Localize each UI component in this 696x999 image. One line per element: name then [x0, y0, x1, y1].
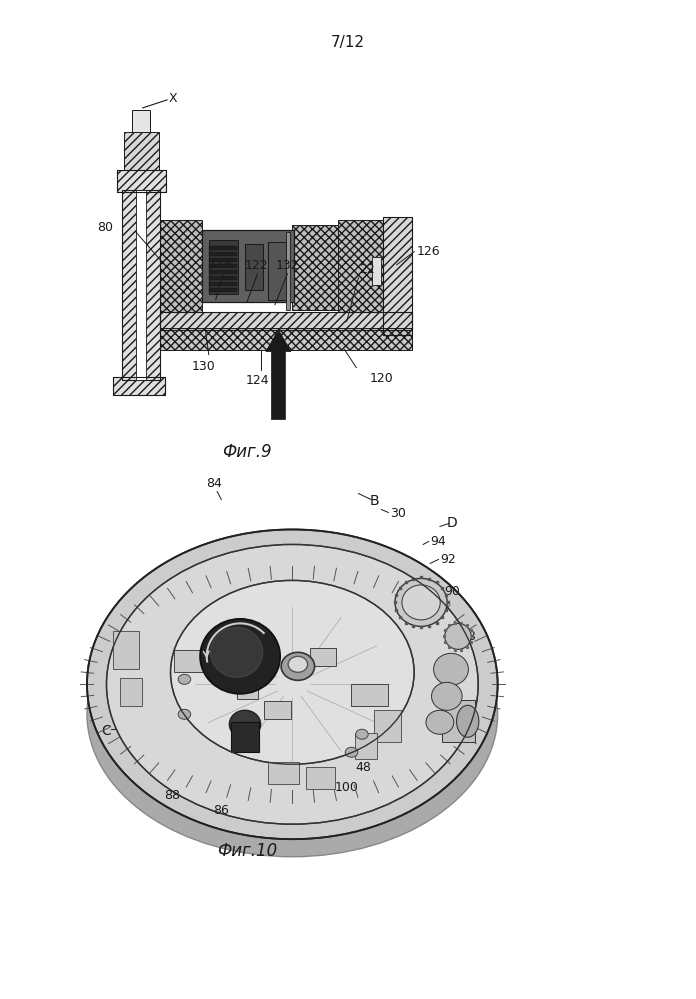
Bar	[268, 242, 286, 300]
Bar	[351, 684, 388, 706]
Ellipse shape	[178, 674, 191, 684]
Text: X: X	[168, 92, 177, 106]
Ellipse shape	[402, 584, 441, 619]
Text: 7/12: 7/12	[331, 35, 365, 50]
Ellipse shape	[229, 710, 260, 738]
Ellipse shape	[345, 747, 358, 757]
Text: 132: 132	[276, 259, 299, 272]
Ellipse shape	[178, 709, 191, 719]
Bar	[286, 232, 290, 310]
Text: Фиг.10: Фиг.10	[217, 842, 277, 860]
Ellipse shape	[171, 580, 414, 764]
Text: 126: 126	[416, 245, 440, 259]
Text: 90: 90	[444, 584, 460, 598]
Bar	[174, 650, 214, 672]
Text: 30: 30	[390, 506, 406, 520]
Text: 86: 86	[214, 804, 229, 817]
Ellipse shape	[87, 571, 498, 857]
Bar	[264, 701, 291, 719]
Bar	[292, 225, 338, 310]
Bar	[383, 217, 412, 335]
Text: 48: 48	[356, 761, 371, 774]
Bar	[442, 700, 475, 742]
Ellipse shape	[87, 529, 498, 839]
Bar	[209, 270, 237, 274]
Bar	[124, 132, 159, 170]
Bar	[122, 190, 160, 380]
Bar	[120, 678, 142, 706]
Text: 94: 94	[430, 534, 446, 548]
Bar	[209, 264, 237, 268]
Ellipse shape	[426, 710, 454, 734]
Bar	[209, 246, 237, 250]
Text: 130: 130	[191, 360, 215, 373]
Bar	[160, 328, 412, 350]
Bar	[113, 377, 165, 395]
Text: 92: 92	[440, 552, 456, 566]
Text: 120: 120	[370, 372, 393, 385]
Bar	[372, 257, 381, 285]
Bar	[117, 170, 166, 192]
Bar	[355, 733, 377, 759]
FancyArrow shape	[266, 330, 291, 420]
Bar	[117, 170, 166, 192]
Bar	[113, 377, 165, 395]
Text: 128: 128	[209, 257, 232, 270]
Bar	[306, 767, 335, 789]
Bar	[245, 244, 263, 290]
Bar	[202, 230, 294, 302]
Text: 84: 84	[207, 477, 222, 490]
Text: 80: 80	[97, 221, 113, 235]
Bar	[160, 312, 412, 330]
Bar	[209, 240, 238, 294]
Ellipse shape	[445, 623, 471, 649]
Bar	[209, 276, 237, 280]
Bar	[268, 762, 299, 784]
Bar	[160, 220, 202, 315]
Text: C: C	[101, 724, 111, 738]
Ellipse shape	[356, 729, 368, 739]
Bar	[160, 312, 412, 330]
Text: 118: 118	[452, 629, 476, 643]
Bar	[113, 631, 139, 669]
Bar	[209, 288, 237, 292]
Ellipse shape	[395, 578, 447, 626]
Bar	[237, 684, 258, 699]
Ellipse shape	[457, 705, 479, 737]
Ellipse shape	[200, 618, 280, 693]
Bar	[310, 648, 336, 666]
Text: Фиг.9: Фиг.9	[222, 443, 272, 461]
Bar	[136, 190, 146, 380]
Text: D: D	[447, 516, 458, 530]
Bar	[231, 722, 259, 752]
Bar	[209, 252, 237, 256]
Text: 22: 22	[360, 263, 375, 276]
Ellipse shape	[106, 544, 478, 824]
Bar	[209, 258, 237, 262]
Text: 100: 100	[335, 781, 358, 794]
Bar	[122, 190, 160, 380]
Ellipse shape	[288, 656, 308, 672]
Text: 122: 122	[244, 259, 268, 272]
Text: 88: 88	[165, 789, 180, 802]
Text: B: B	[370, 495, 379, 508]
Ellipse shape	[432, 682, 462, 710]
Ellipse shape	[281, 652, 315, 680]
Ellipse shape	[434, 653, 468, 685]
Bar	[338, 220, 385, 320]
Text: 124: 124	[246, 374, 269, 387]
Bar	[383, 217, 412, 335]
Bar	[132, 110, 150, 132]
Ellipse shape	[210, 627, 263, 677]
Bar	[374, 710, 401, 742]
Bar	[209, 282, 237, 286]
